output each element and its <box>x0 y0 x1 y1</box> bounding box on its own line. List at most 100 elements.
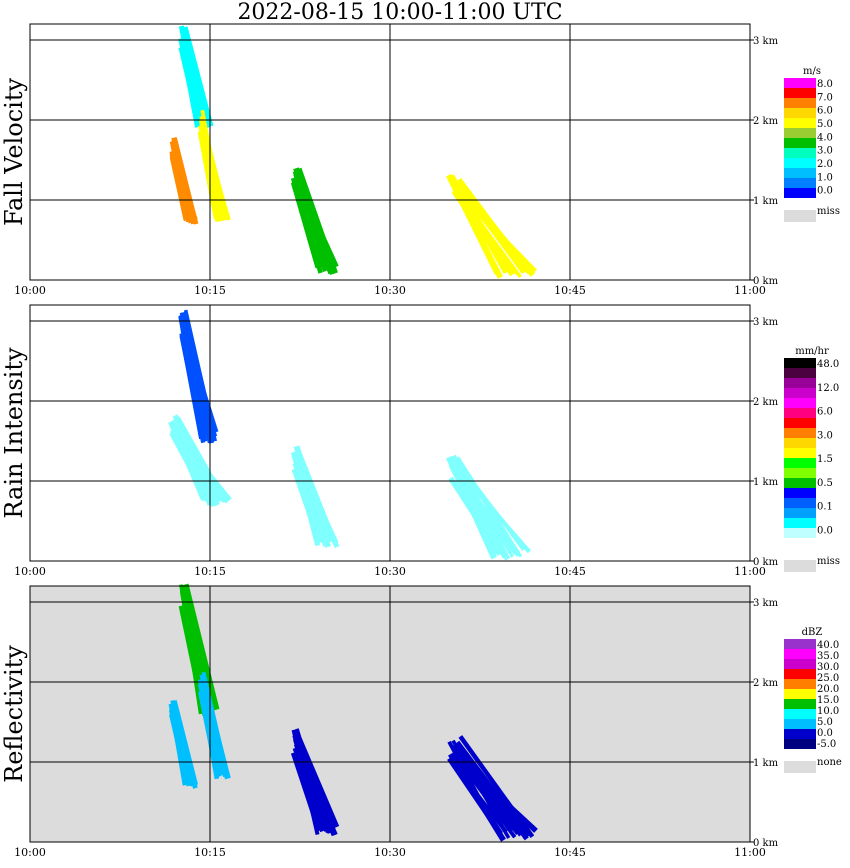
x-tick-label: 10:30 <box>374 565 406 578</box>
colorbar-swatch <box>784 709 816 719</box>
colorbar-label: 20.0 <box>817 684 839 695</box>
echo-streak <box>201 681 231 779</box>
colorbar-label: -5.0 <box>817 739 836 750</box>
colorbar-swatch <box>784 669 816 679</box>
colorbar-label: 30.0 <box>817 662 839 673</box>
colorbar-label: 0.0 <box>817 186 833 197</box>
echo-feature <box>446 173 537 279</box>
colorbar: mm/hr 48.0 12.0 6.0 3.0 1.5 0.5 0.1 0.0 miss <box>784 346 840 572</box>
echo-feature <box>168 414 232 508</box>
colorbar-label: 0.1 <box>817 502 833 513</box>
x-tick-label: 10:30 <box>374 846 406 859</box>
colorbar-label: 10.0 <box>817 706 839 717</box>
x-tick-label: 10:00 <box>14 846 46 859</box>
echo-streak <box>458 758 538 833</box>
x-tick-label: 11:00 <box>734 565 766 578</box>
y-tick-label: 1 km <box>753 196 779 207</box>
colorbar-swatch <box>784 478 816 488</box>
colorbar-missing-label: none <box>817 757 842 768</box>
y-tick-label: 2 km <box>753 678 779 689</box>
colorbar-label: 6.0 <box>817 407 833 418</box>
colorbar-swatch <box>784 719 816 729</box>
colorbar-swatch <box>784 729 816 739</box>
colorbar-swatch <box>784 659 816 669</box>
colorbar-label: 12.0 <box>817 383 839 394</box>
colorbar-label: 3.0 <box>817 430 833 441</box>
x-tick-label: 10:15 <box>194 565 226 578</box>
colorbar-missing-swatch <box>784 560 816 572</box>
plot-frame <box>29 585 751 843</box>
echo-feature <box>178 309 219 444</box>
x-tick-label: 10:30 <box>374 284 406 297</box>
echo-streak <box>172 137 199 225</box>
y-tick-label: 2 km <box>753 397 779 408</box>
panel-reflectivity: 10:00 10:15 10:30 10:45 11:000 km 1 km 2 km 3 k… <box>0 583 842 859</box>
colorbar-swatch <box>784 88 816 98</box>
colorbar-missing-label: miss <box>817 206 840 217</box>
echo-feature <box>178 25 214 129</box>
y-axis-label: Rain Intensity <box>0 347 28 519</box>
echo-streak <box>184 333 219 433</box>
x-tick-label: 10:00 <box>14 565 46 578</box>
echo-streak <box>183 583 220 711</box>
echo-feature <box>197 671 231 780</box>
colorbar-swatch <box>784 639 816 649</box>
colorbar-label: 2.0 <box>817 159 833 170</box>
colorbar-label: 15.0 <box>817 695 839 706</box>
colorbar-swatch <box>784 168 816 178</box>
echo-feature <box>168 699 199 789</box>
y-tick-label: 0 km <box>753 557 779 568</box>
colorbar-swatch <box>784 649 816 659</box>
colorbar-swatch <box>784 438 816 448</box>
colorbar-swatch <box>784 689 816 699</box>
colorbar-label: 25.0 <box>817 673 839 684</box>
echo-feature <box>446 454 531 561</box>
colorbar-label: 6.0 <box>817 106 833 117</box>
y-tick-label: 2 km <box>753 116 779 127</box>
echo-feature <box>290 728 340 837</box>
echo-feature <box>169 137 199 225</box>
colorbar-swatch <box>784 148 816 158</box>
x-tick-label: 10:45 <box>554 565 586 578</box>
y-tick-label: 3 km <box>753 36 779 47</box>
colorbar-swatch <box>784 388 816 398</box>
colorbar-swatch <box>784 518 816 528</box>
x-tick-label: 10:45 <box>554 846 586 859</box>
colorbar-swatch <box>784 428 816 438</box>
colorbar-label: 7.0 <box>817 92 833 103</box>
colorbar-swatch <box>784 138 816 148</box>
colorbar-swatch <box>784 458 816 468</box>
colorbar-swatch <box>784 78 816 88</box>
colorbar-swatch <box>784 739 816 749</box>
y-tick-label: 0 km <box>753 838 779 849</box>
echo-streak <box>458 471 531 554</box>
colorbar-missing-swatch <box>784 210 816 222</box>
colorbar-label: 5.0 <box>817 717 833 728</box>
colorbar-swatch <box>784 358 816 368</box>
echo-feature <box>447 735 538 842</box>
echo-streak <box>176 435 232 502</box>
y-tick-label: 0 km <box>753 276 779 287</box>
plot-frame <box>29 23 751 281</box>
echo-streak <box>297 737 340 828</box>
colorbar-swatch <box>784 468 816 478</box>
x-tick-label: 11:00 <box>734 846 766 859</box>
colorbar-swatch <box>784 128 816 138</box>
x-tick-label: 10:15 <box>194 284 226 297</box>
echo-streak <box>201 134 231 221</box>
panel-fall-velocity: 10:00 10:15 10:30 10:45 11:000 km 1 km 2 km 3 k… <box>0 23 840 297</box>
colorbar-swatch <box>784 368 816 378</box>
echo-streak <box>172 700 199 786</box>
colorbar-label: 4.0 <box>817 132 833 143</box>
colorbar-swatch <box>784 378 816 388</box>
colorbar: m/s 8.0 7.0 6.0 5.0 4.0 3.0 2.0 1.0 0.0 miss <box>784 66 840 222</box>
y-axis-label: Fall Velocity <box>0 78 28 227</box>
colorbar-label: 40.0 <box>817 640 839 651</box>
echo-feature <box>290 445 340 548</box>
echo-streak <box>296 747 338 836</box>
colorbar-unit: dBZ <box>802 627 823 638</box>
panel-rain-intensity: 10:00 10:15 10:30 10:45 11:000 km 1 km 2 km 3 k… <box>0 304 840 578</box>
x-tick-label: 10:15 <box>194 846 226 859</box>
echo-streak <box>459 193 537 273</box>
